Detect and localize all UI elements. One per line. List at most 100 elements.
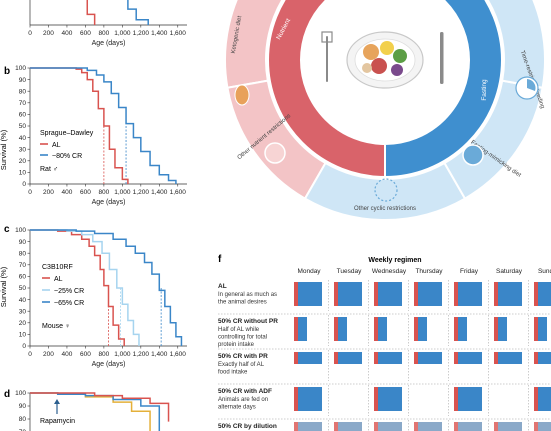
x-tick-label: 200 bbox=[43, 351, 54, 358]
survival-line-al bbox=[30, 229, 125, 346]
y-tick-label: 30 bbox=[19, 146, 27, 153]
x-tick-label: 1,600 bbox=[170, 351, 187, 358]
food-bar-carb bbox=[338, 317, 347, 341]
food-bar-protein bbox=[454, 352, 458, 364]
y-tick-label: 100 bbox=[15, 227, 26, 234]
food-bar-carb bbox=[298, 422, 322, 431]
panel-c-sex-label: Mouse ♀ bbox=[42, 323, 70, 330]
regimen-desc-line: controlling for total bbox=[218, 335, 267, 341]
x-tick-label: 600 bbox=[80, 351, 91, 358]
food-bar-carb bbox=[538, 352, 551, 364]
panel-letter-c: c bbox=[4, 224, 10, 235]
food-item-icon bbox=[391, 64, 403, 76]
survival-line-65cr bbox=[30, 229, 183, 346]
x-tick-label: 0 bbox=[28, 189, 32, 196]
x-tick-label: 600 bbox=[80, 189, 91, 196]
y-tick-label: 100 bbox=[15, 390, 26, 397]
x-axis-label: Age (days) bbox=[92, 199, 126, 206]
panel-letter-f: f bbox=[218, 254, 222, 265]
x-tick-label: 800 bbox=[98, 189, 109, 196]
x-tick-label: 200 bbox=[43, 189, 54, 196]
food-bar-carb bbox=[418, 282, 442, 306]
food-bar-protein bbox=[454, 282, 458, 306]
x-tick-label: 1,000 bbox=[114, 30, 131, 37]
regimen-desc-line: food intake bbox=[218, 370, 248, 376]
food-bar-protein bbox=[294, 387, 298, 411]
food-bar-protein bbox=[534, 282, 538, 306]
food-bar-protein bbox=[414, 352, 418, 364]
segment-other-nutrient bbox=[226, 79, 327, 200]
food-bar-carb bbox=[298, 352, 322, 364]
food-bar-carb bbox=[418, 352, 442, 364]
food-bar-protein bbox=[334, 422, 338, 431]
x-tick-label: 1,600 bbox=[170, 189, 187, 196]
food-bar-protein bbox=[454, 387, 458, 411]
panel-b-legend-cr80: ~80% CR bbox=[52, 153, 82, 160]
panel-d-annotation: Rapamycin bbox=[40, 418, 75, 425]
food-bar-carb bbox=[298, 317, 307, 341]
day-label-wednesday: Wednesday bbox=[372, 268, 407, 275]
food-bar-protein bbox=[294, 282, 298, 306]
day-label-sunday: Sunday bbox=[538, 268, 551, 275]
food-item-icon bbox=[380, 41, 394, 55]
y-tick-label: 90 bbox=[19, 239, 27, 246]
x-tick-label: 0 bbox=[28, 30, 32, 37]
x-axis-label: Age (days) bbox=[92, 40, 126, 47]
y-tick-label: 70 bbox=[19, 100, 27, 107]
x-tick-label: 600 bbox=[80, 30, 91, 37]
food-bar-carb bbox=[538, 387, 551, 411]
x-tick-label: 1,000 bbox=[114, 351, 131, 358]
food-item-icon bbox=[363, 44, 379, 60]
x-tick-label: 1,000 bbox=[114, 189, 131, 196]
food-bar-carb bbox=[458, 422, 482, 431]
food-bar-protein bbox=[334, 317, 338, 341]
regimen-desc-line: In general as much as bbox=[218, 292, 277, 298]
x-tick-label: 1,400 bbox=[151, 30, 168, 37]
regimen-title: 50% CR with ADF bbox=[218, 388, 272, 395]
y-tick-label: 90 bbox=[19, 403, 27, 410]
ring-nutrient bbox=[267, 0, 386, 179]
regimen-desc-line: Exactly half of AL bbox=[218, 362, 265, 368]
panel-f-header: Weekly regimen bbox=[368, 257, 421, 264]
food-bar-protein bbox=[494, 282, 498, 306]
food-item-icon bbox=[371, 58, 387, 74]
segment-ketogenic bbox=[224, 0, 284, 89]
panel-c-legend-title: C3B10RF bbox=[42, 264, 73, 271]
chart-a-top: 0 200 400 600 800 1,000 1,200 1,400 1,600 Age (da… bbox=[28, 0, 187, 47]
survival-line-25cr bbox=[30, 229, 140, 346]
y-tick-label: 30 bbox=[19, 308, 27, 315]
y-tick-label: 60 bbox=[19, 274, 27, 281]
x-tick-label: 1,400 bbox=[151, 351, 168, 358]
x-tick-label: 1,200 bbox=[133, 30, 150, 37]
fork-icon bbox=[326, 36, 328, 82]
food-bar-carb bbox=[378, 282, 402, 306]
food-bar-protein bbox=[414, 317, 418, 341]
weekly-regimen-grid: Monday Tuesday Wednesday Thursday Friday Satu… bbox=[218, 268, 551, 431]
day-label-tuesday: Tuesday bbox=[337, 268, 362, 275]
x-tick-label: 800 bbox=[98, 351, 109, 358]
food-bar-protein bbox=[294, 352, 298, 364]
panel-letter-b: b bbox=[4, 66, 10, 77]
food-bar-carb bbox=[378, 387, 402, 411]
fork-tines-icon bbox=[321, 31, 333, 43]
day-label-saturday: Saturday bbox=[496, 268, 523, 275]
panel-c-legend-cr65: ~65% CR bbox=[54, 300, 84, 307]
food-item-icon bbox=[362, 63, 372, 73]
food-bar-protein bbox=[414, 282, 418, 306]
food-bar-carb bbox=[298, 387, 322, 411]
food-bar-carb bbox=[498, 352, 522, 364]
panel-c-legend-al: AL bbox=[54, 276, 63, 283]
x-tick-label: 0 bbox=[28, 351, 32, 358]
outer-label-3: Other cyclic restrictions bbox=[354, 206, 416, 212]
food-bar-carb bbox=[378, 317, 387, 341]
y-tick-label: 20 bbox=[19, 320, 27, 327]
segment-fmd bbox=[443, 79, 544, 200]
panel-b-ylabel: Survival (%) bbox=[0, 129, 8, 170]
x-tick-label: 400 bbox=[62, 351, 73, 358]
food-bar-protein bbox=[534, 422, 538, 431]
regimen-desc-line: Half of AL while bbox=[218, 327, 260, 333]
food-bar-carb bbox=[418, 317, 427, 341]
x-tick-label: 400 bbox=[62, 30, 73, 37]
